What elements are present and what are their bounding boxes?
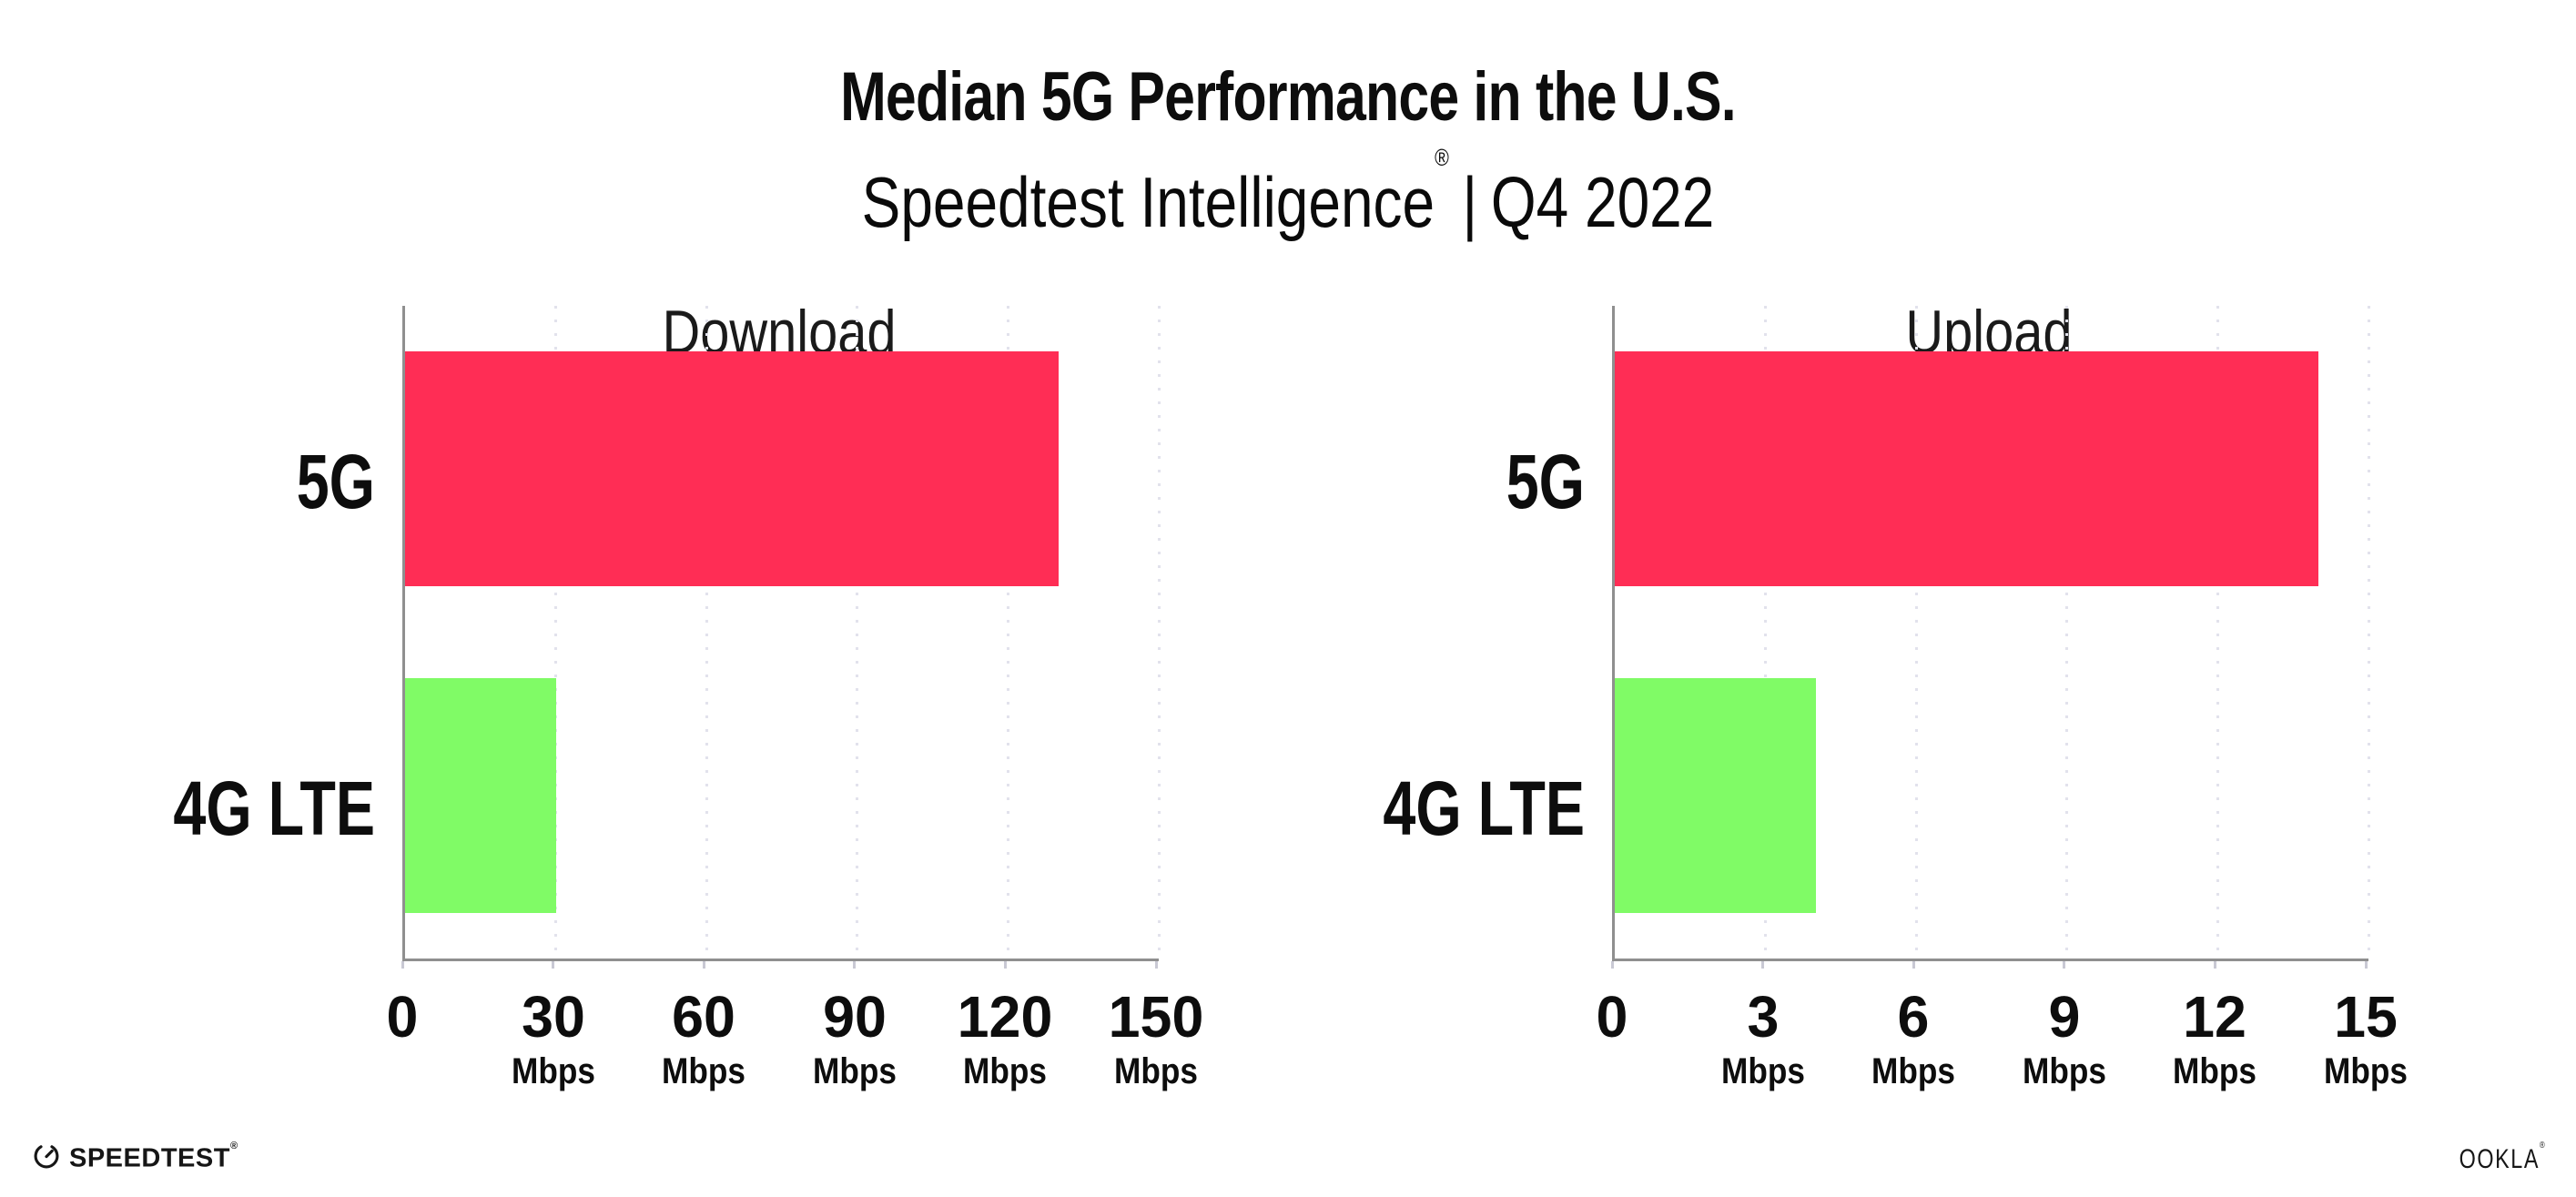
upload-plot-area xyxy=(1612,306,2370,961)
subtitle-brand: Speedtest Intelligence xyxy=(861,161,1435,242)
speedtest-registered-mark: ® xyxy=(229,1141,238,1151)
x-tick-value: 9 xyxy=(2048,984,2081,1050)
x-tick-unit: Mbps xyxy=(2173,1051,2257,1091)
x-tick-150: 150 Mbps xyxy=(1056,988,1256,1090)
ookla-registered-mark: ® xyxy=(2540,1141,2545,1151)
x-tick-value: 60 xyxy=(672,984,736,1050)
ookla-logo-text: OOKLA xyxy=(2459,1144,2541,1174)
x-tick-value: 0 xyxy=(386,984,419,1050)
gridline-120 xyxy=(1006,306,1009,959)
axis-tick-mark-15 xyxy=(2364,961,2368,969)
x-tick-value: 6 xyxy=(1897,984,1930,1050)
x-tick-9: 9 Mbps xyxy=(1964,988,2165,1090)
x-tick-60: 60 Mbps xyxy=(603,988,804,1090)
gridline-3 xyxy=(1764,306,1768,959)
axis-tick-mark-9 xyxy=(2063,961,2066,969)
category-label-4g-lte: 4G LTE xyxy=(1383,765,1585,851)
x-tick-unit: Mbps xyxy=(2324,1051,2408,1091)
x-tick-6: 6 Mbps xyxy=(1813,988,2013,1090)
main-title: Median 5G Performance in the U.S. xyxy=(840,57,1737,136)
subtitle-separator: | xyxy=(1462,161,1478,242)
x-tick-unit: Mbps xyxy=(812,1051,897,1091)
gridline-90 xyxy=(856,306,859,959)
axis-tick-mark-30 xyxy=(552,961,555,969)
x-tick-unit: Mbps xyxy=(511,1051,595,1091)
x-tick-15: 15 Mbps xyxy=(2266,988,2466,1090)
axis-tick-mark-90 xyxy=(853,961,857,969)
x-tick-unit: Mbps xyxy=(2022,1051,2106,1091)
x-tick-value: 0 xyxy=(1596,984,1628,1050)
axis-tick-mark-60 xyxy=(702,961,705,969)
x-tick-0: 0 xyxy=(1512,988,1712,1046)
x-tick-unit: Mbps xyxy=(1871,1051,1956,1091)
subtitle: Speedtest Intelligence® | Q4 2022 xyxy=(232,144,2345,246)
gridline-150 xyxy=(1157,306,1161,959)
axis-tick-mark-6 xyxy=(1912,961,1915,969)
bar-4g-lte xyxy=(405,677,556,913)
x-tick-120: 120 Mbps xyxy=(905,988,1105,1090)
bar-5g xyxy=(1615,351,2318,587)
x-tick-value: 150 xyxy=(1108,984,1204,1050)
axis-tick-mark-3 xyxy=(1761,961,1765,969)
gridline-6 xyxy=(1914,306,1918,959)
axis-tick-mark-150 xyxy=(1154,961,1158,969)
x-tick-3: 3 Mbps xyxy=(1663,988,1863,1090)
x-tick-unit: Mbps xyxy=(662,1051,746,1091)
axis-tick-mark-12 xyxy=(2213,961,2216,969)
speedtest-logo-text: SPEEDTEST® xyxy=(69,1141,238,1173)
category-label-5g: 5G xyxy=(296,439,375,525)
axis-tick-mark-0 xyxy=(1610,961,1614,969)
bar-5g xyxy=(405,351,1059,587)
gridline-15 xyxy=(2367,306,2370,959)
x-tick-unit: Mbps xyxy=(1114,1051,1198,1091)
bar-4g-lte xyxy=(1615,677,1816,913)
axis-tick-mark-120 xyxy=(1003,961,1007,969)
gridline-60 xyxy=(705,306,708,959)
x-tick-value: 30 xyxy=(521,984,585,1050)
x-tick-12: 12 Mbps xyxy=(2115,988,2315,1090)
registered-mark: ® xyxy=(1435,143,1449,171)
x-tick-value: 15 xyxy=(2334,984,2398,1050)
gridline-30 xyxy=(554,306,558,959)
x-tick-value: 12 xyxy=(2183,984,2247,1050)
x-tick-unit: Mbps xyxy=(1720,1051,1805,1091)
download-plot-area xyxy=(402,306,1161,961)
category-label-4g-lte: 4G LTE xyxy=(173,765,375,851)
x-tick-30: 30 Mbps xyxy=(453,988,654,1090)
x-tick-unit: Mbps xyxy=(963,1051,1048,1091)
speedtest-logo: SPEEDTEST® xyxy=(33,1140,238,1173)
axis-tick-mark-0 xyxy=(401,961,404,969)
x-tick-90: 90 Mbps xyxy=(755,988,955,1090)
x-tick-value: 120 xyxy=(958,984,1053,1050)
speedtest-gauge-icon xyxy=(34,1145,59,1169)
x-tick-value: 90 xyxy=(822,984,887,1050)
ookla-logo: OOKLA® xyxy=(2459,1141,2545,1174)
subtitle-period: Q4 2022 xyxy=(1490,161,1715,242)
gridline-9 xyxy=(2065,306,2069,959)
gridline-12 xyxy=(2216,306,2219,959)
x-tick-value: 3 xyxy=(1747,984,1780,1050)
category-label-5g: 5G xyxy=(1506,439,1585,525)
x-tick-0: 0 xyxy=(302,988,502,1046)
